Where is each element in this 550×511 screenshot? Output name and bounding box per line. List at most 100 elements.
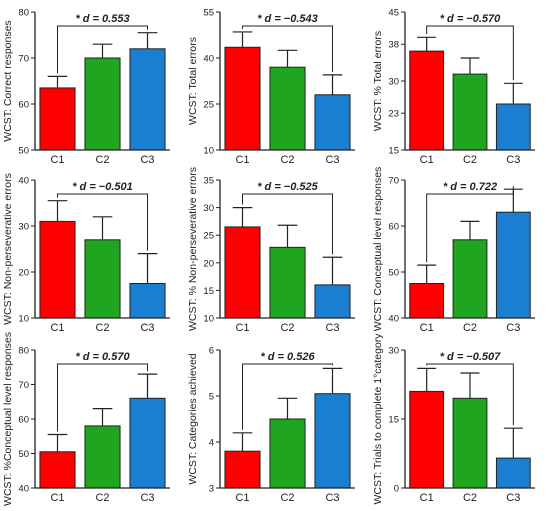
bar-c1 — [224, 450, 261, 489]
effect-size-annotation: * d = −0.507 — [440, 351, 501, 363]
y-tick-label: 15 — [388, 146, 399, 157]
y-tick-label: 50 — [388, 268, 399, 279]
x-tick-label: C3 — [325, 492, 339, 504]
bar-c2 — [269, 66, 306, 151]
y-tick-label: 20 — [18, 268, 29, 279]
x-tick-label: C2 — [95, 154, 109, 166]
x-tick-label: C2 — [463, 492, 477, 504]
panel-2: C1 C2 C3 10 25 40 55 WCST: Total errors * d = −0… — [187, 8, 355, 166]
y-axis-label: WCST: Trials to complete 1°category — [372, 333, 384, 505]
y-tick-label: 23 — [388, 109, 399, 120]
x-tick-label: C3 — [506, 492, 520, 504]
effect-size-annotation: * d = −0.501 — [72, 181, 133, 193]
effect-size-annotation: * d = −0.525 — [257, 181, 318, 193]
y-tick-label: 35 — [203, 176, 214, 187]
y-tick-label: 45 — [388, 8, 399, 19]
x-tick-label: C2 — [463, 154, 477, 166]
significance-bracket — [426, 363, 514, 426]
y-tick-label: 30 — [203, 203, 214, 214]
y-axis-label: WCST: Correct responses — [2, 20, 14, 141]
y-axis-label: WCST: Non-perseverative errors — [2, 173, 14, 325]
x-tick-label: C3 — [325, 154, 339, 166]
bar-c2 — [269, 418, 306, 489]
x-tick-label: C3 — [325, 322, 339, 334]
y-tick-label: 25 — [203, 231, 214, 242]
y-tick-label: 60 — [388, 222, 399, 233]
y-tick-label: 55 — [203, 8, 214, 19]
bar-c3 — [314, 94, 351, 151]
effect-size-annotation: * d = −0.543 — [257, 13, 318, 25]
x-tick-label: C2 — [280, 154, 294, 166]
bar-c3 — [495, 211, 531, 319]
y-tick-label: 15 — [388, 415, 399, 426]
effect-size-annotation: * d = −0.570 — [440, 13, 501, 25]
panel-9: C1 C2 C3 0 15 30 WCST: Trials to complete 1°ca… — [372, 333, 535, 505]
y-tick-label: 20 — [203, 258, 214, 269]
bar-c1 — [39, 87, 76, 151]
significance-bracket — [426, 25, 514, 81]
x-tick-label: C3 — [140, 322, 154, 334]
significance-bracket — [57, 363, 148, 432]
y-tick-label: 70 — [388, 176, 399, 187]
panel-5: C1 C2 C3 10 15 20 25 30 35 WCST: % Non-perseverat… — [187, 167, 355, 334]
y-tick-label: 15 — [203, 286, 214, 297]
panel-1: C1 C2 C3 50 60 70 80 WCST: Correct responses * d… — [2, 8, 170, 166]
y-tick-label: 30 — [18, 222, 29, 233]
bar-c1 — [39, 220, 76, 319]
y-axis-label: WCST: %Conceptual level responses — [2, 332, 14, 506]
x-tick-label: C2 — [95, 492, 109, 504]
bar-c2 — [452, 397, 488, 489]
x-tick-label: C1 — [420, 154, 434, 166]
y-tick-label: 10 — [203, 314, 214, 325]
y-tick-label: 4 — [209, 438, 214, 449]
panel-4: C1 C2 C3 10 20 30 40 WCST: Non-perseverative er… — [2, 173, 170, 334]
bar-c3 — [495, 457, 531, 489]
x-tick-label: C1 — [50, 322, 64, 334]
bar-c1 — [409, 390, 445, 489]
bar-c1 — [409, 283, 445, 319]
significance-bracket — [242, 363, 333, 430]
y-axis-label: WCST: Conceptual level responses — [372, 167, 384, 332]
significance-bracket — [426, 186, 514, 263]
y-axis-label: WCST: % Total errors — [372, 31, 384, 131]
x-tick-label: C1 — [420, 322, 434, 334]
y-axis-label: WCST: % Non-perseverative errors — [187, 167, 199, 331]
bar-c2 — [84, 425, 121, 489]
bar-c3 — [129, 48, 166, 151]
x-tick-label: C1 — [235, 492, 249, 504]
y-tick-label: 70 — [18, 380, 29, 391]
y-axis-label: WCST: Categories achieved — [187, 353, 199, 484]
bar-c2 — [269, 246, 306, 319]
significance-bracket — [242, 193, 333, 255]
x-tick-label: C3 — [506, 154, 520, 166]
y-tick-label: 50 — [18, 449, 29, 460]
bar-c3 — [314, 284, 351, 319]
bar-c2 — [84, 57, 121, 151]
x-tick-label: C1 — [235, 154, 249, 166]
y-tick-label: 50 — [18, 146, 29, 157]
bar-c2 — [452, 73, 488, 151]
x-tick-label: C3 — [140, 154, 154, 166]
y-tick-label: 60 — [18, 415, 29, 426]
y-tick-label: 40 — [203, 54, 214, 65]
bar-c2 — [452, 239, 488, 319]
x-tick-label: C2 — [280, 492, 294, 504]
significance-bracket — [57, 193, 148, 251]
y-tick-label: 10 — [18, 314, 29, 325]
y-tick-label: 25 — [203, 100, 214, 111]
y-tick-label: 80 — [18, 8, 29, 19]
y-tick-label: 60 — [18, 100, 29, 111]
y-tick-label: 40 — [388, 314, 399, 325]
x-tick-label: C1 — [420, 492, 434, 504]
effect-size-annotation: * d = 0.570 — [75, 351, 130, 363]
significance-bracket — [242, 25, 333, 72]
significance-bracket — [57, 25, 148, 74]
y-tick-label: 40 — [18, 484, 29, 495]
x-tick-label: C3 — [506, 322, 520, 334]
y-tick-label: 3 — [209, 484, 214, 495]
bar-c3 — [129, 283, 166, 319]
x-tick-label: C1 — [50, 492, 64, 504]
y-tick-label: 0 — [394, 484, 399, 495]
x-tick-label: C2 — [95, 322, 109, 334]
y-tick-label: 80 — [18, 346, 29, 357]
